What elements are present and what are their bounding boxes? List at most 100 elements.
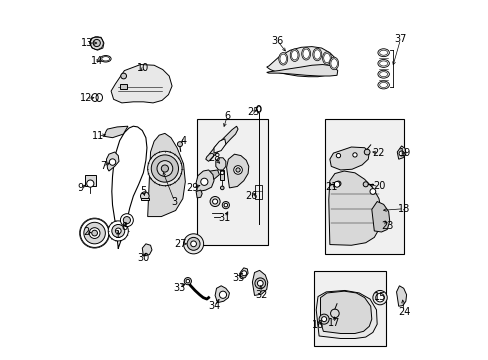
- Text: 22: 22: [372, 148, 385, 158]
- Polygon shape: [266, 46, 336, 77]
- Text: 24: 24: [397, 307, 409, 317]
- Ellipse shape: [377, 59, 388, 67]
- Text: 16: 16: [311, 320, 324, 330]
- Text: 9: 9: [77, 183, 83, 193]
- Polygon shape: [196, 170, 214, 192]
- Circle shape: [363, 182, 367, 187]
- Circle shape: [190, 241, 196, 247]
- Bar: [314, 271, 386, 346]
- Circle shape: [184, 278, 191, 285]
- Polygon shape: [214, 139, 225, 153]
- Circle shape: [83, 222, 105, 244]
- Polygon shape: [147, 134, 185, 217]
- Polygon shape: [89, 37, 104, 50]
- Polygon shape: [106, 152, 119, 171]
- Circle shape: [219, 291, 226, 298]
- Polygon shape: [205, 126, 238, 161]
- Ellipse shape: [379, 82, 387, 87]
- Polygon shape: [320, 291, 371, 333]
- Circle shape: [121, 73, 126, 79]
- Circle shape: [254, 278, 265, 289]
- Text: 14: 14: [91, 56, 103, 66]
- Circle shape: [183, 234, 203, 254]
- Circle shape: [89, 228, 100, 238]
- Circle shape: [335, 181, 340, 186]
- Polygon shape: [142, 244, 152, 256]
- Ellipse shape: [330, 59, 337, 68]
- Circle shape: [224, 203, 227, 207]
- Circle shape: [187, 237, 200, 250]
- Polygon shape: [204, 170, 219, 181]
- Circle shape: [321, 317, 326, 321]
- Text: 37: 37: [393, 35, 406, 44]
- Polygon shape: [215, 286, 229, 303]
- Text: 36: 36: [271, 36, 283, 46]
- Polygon shape: [266, 64, 337, 76]
- Polygon shape: [111, 64, 172, 103]
- Circle shape: [330, 309, 339, 318]
- Ellipse shape: [278, 53, 287, 65]
- Text: 26: 26: [245, 191, 257, 201]
- Ellipse shape: [379, 61, 387, 66]
- Polygon shape: [240, 268, 247, 279]
- Text: 18: 18: [397, 204, 409, 214]
- Text: 6: 6: [224, 111, 230, 121]
- Ellipse shape: [303, 49, 309, 58]
- Bar: [255, 185, 262, 199]
- Ellipse shape: [301, 48, 310, 60]
- Text: 7: 7: [100, 161, 106, 171]
- Bar: [220, 170, 224, 180]
- Text: 21: 21: [325, 182, 337, 192]
- Ellipse shape: [379, 72, 387, 77]
- Polygon shape: [252, 270, 267, 296]
- Circle shape: [177, 141, 182, 147]
- Bar: [120, 84, 126, 89]
- Bar: [325, 119, 403, 253]
- Polygon shape: [396, 286, 406, 306]
- Text: 23: 23: [380, 221, 393, 231]
- Text: 3: 3: [171, 197, 177, 207]
- Ellipse shape: [377, 49, 388, 57]
- Circle shape: [333, 181, 339, 187]
- Circle shape: [364, 149, 369, 155]
- Circle shape: [115, 228, 121, 234]
- Circle shape: [375, 293, 384, 302]
- Text: 17: 17: [327, 319, 340, 328]
- Polygon shape: [316, 291, 376, 338]
- Text: 28: 28: [207, 153, 220, 163]
- Ellipse shape: [379, 50, 387, 55]
- Ellipse shape: [312, 48, 321, 61]
- Circle shape: [222, 202, 229, 209]
- Circle shape: [352, 153, 356, 157]
- Ellipse shape: [323, 53, 329, 63]
- Text: 25: 25: [247, 107, 259, 117]
- Text: 4: 4: [180, 136, 186, 145]
- Text: 19: 19: [398, 148, 410, 158]
- Ellipse shape: [280, 54, 286, 63]
- Circle shape: [109, 159, 116, 165]
- Circle shape: [233, 166, 242, 174]
- Ellipse shape: [313, 50, 320, 59]
- Circle shape: [319, 314, 328, 324]
- Ellipse shape: [322, 52, 331, 64]
- Text: 30: 30: [137, 253, 149, 263]
- Text: 35: 35: [231, 273, 244, 283]
- Circle shape: [220, 186, 224, 190]
- Bar: [85, 175, 96, 186]
- Circle shape: [86, 180, 94, 187]
- Text: 31: 31: [218, 213, 230, 222]
- Text: 33: 33: [173, 283, 185, 293]
- Circle shape: [93, 40, 100, 46]
- Text: 1: 1: [115, 230, 121, 239]
- Circle shape: [92, 230, 97, 236]
- Circle shape: [201, 178, 207, 185]
- Circle shape: [108, 221, 128, 241]
- Polygon shape: [329, 147, 368, 170]
- Circle shape: [123, 217, 130, 224]
- Ellipse shape: [290, 49, 299, 62]
- Bar: [140, 198, 149, 201]
- Circle shape: [372, 291, 386, 305]
- Circle shape: [241, 271, 246, 276]
- Ellipse shape: [377, 81, 388, 89]
- Polygon shape: [196, 190, 202, 198]
